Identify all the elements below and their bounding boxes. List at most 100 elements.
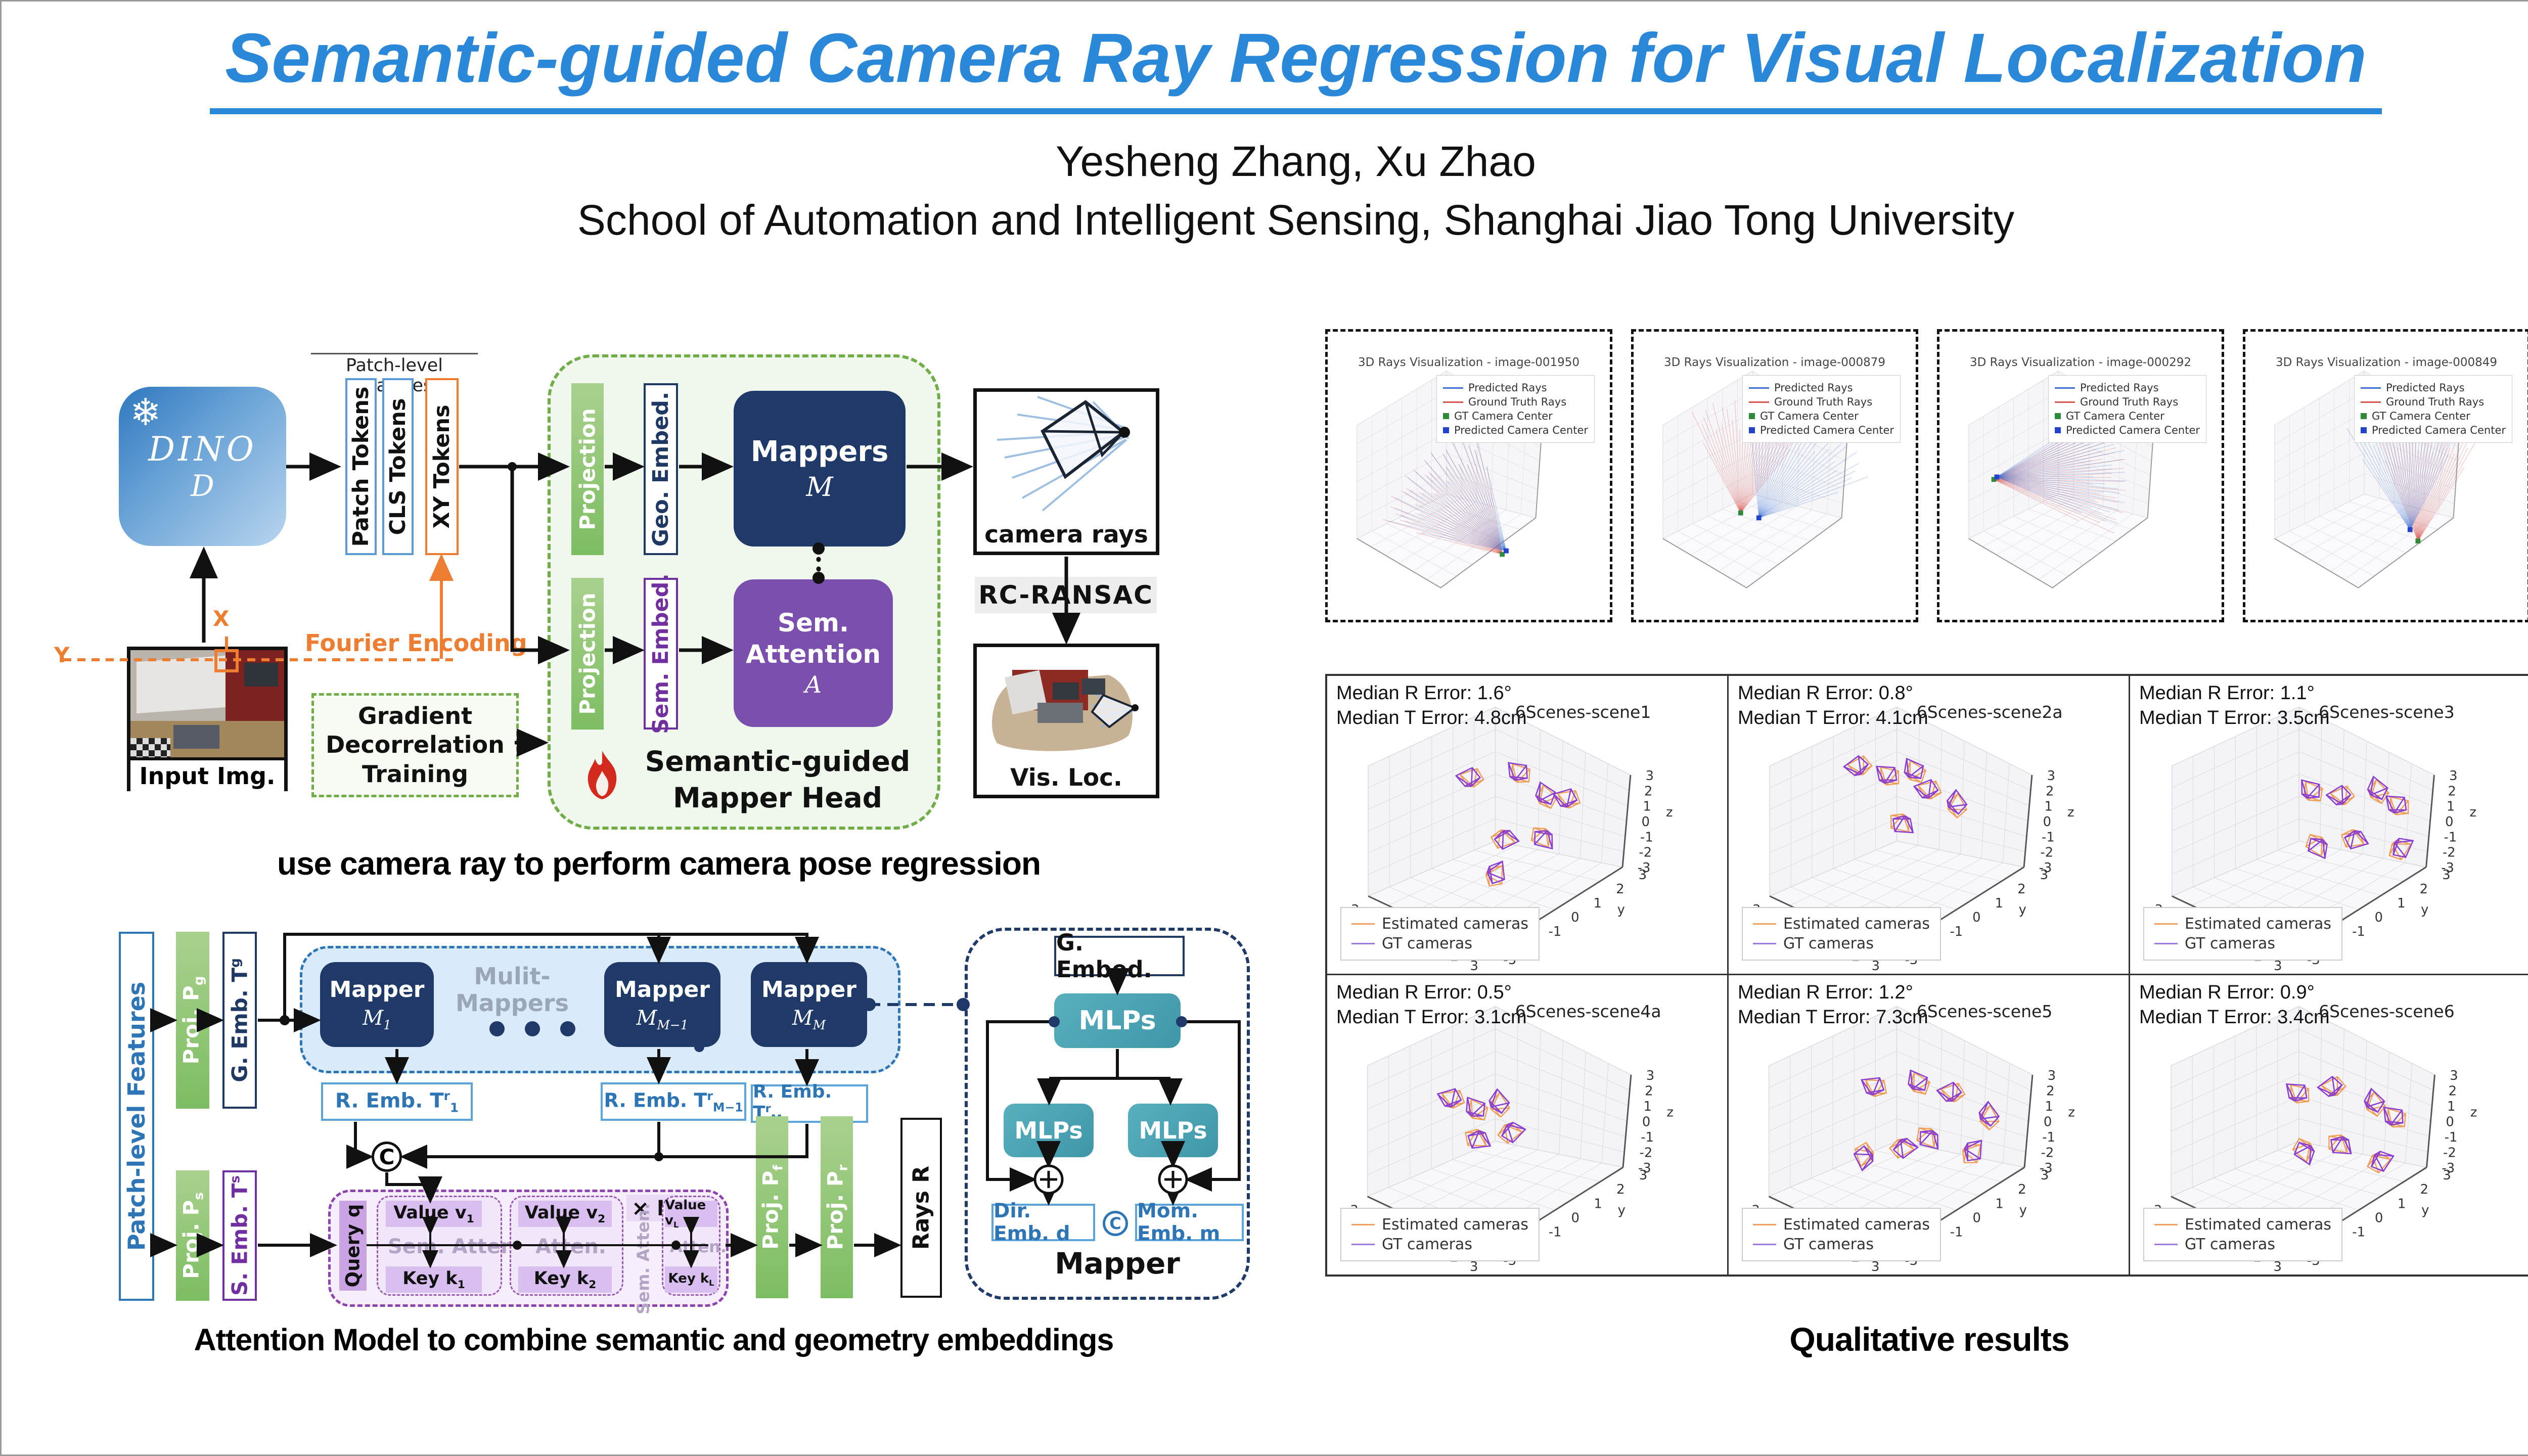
svg-text:1: 1 xyxy=(1995,1196,2003,1211)
mlps-right-block: MLPs xyxy=(1128,1104,1218,1157)
svg-text:3: 3 xyxy=(1639,868,1647,883)
svg-text:1: 1 xyxy=(1643,799,1651,814)
svg-text:0: 0 xyxy=(1571,910,1579,925)
input-photo xyxy=(130,650,284,757)
svg-text:-2: -2 xyxy=(2040,845,2053,860)
sem-embed-box: Sem. Embed. xyxy=(644,573,678,734)
xy-tokens-box: XY Tokens xyxy=(425,378,459,555)
svg-text:1: 1 xyxy=(2045,1099,2053,1114)
proj-pg-bar: Proj. Pg xyxy=(176,932,209,1109)
mom-emb-box: Mom. Emb. m xyxy=(1135,1200,1244,1245)
input-image-box: Input Img. xyxy=(127,647,288,792)
ray-plot-legend: Predicted Rays Ground Truth Rays GT Came… xyxy=(2048,375,2206,443)
r-emb-m-1-box: R. Emb. TrM−1 xyxy=(601,1082,746,1121)
y-axis-annotation: Y xyxy=(54,643,70,667)
mapper-detail-label: Mapper xyxy=(1055,1246,1180,1281)
svg-text:1: 1 xyxy=(2397,896,2405,911)
svg-text:-1: -1 xyxy=(1950,924,1963,939)
svg-text:-1: -1 xyxy=(2042,1130,2055,1145)
ray-plot-title: 3D Rays Visualization - image-000292 xyxy=(1969,356,2192,369)
svg-text:2: 2 xyxy=(2420,882,2428,897)
concat-detail-node: C xyxy=(1103,1211,1128,1236)
g-embed-detail-box: G. Embed. xyxy=(1054,929,1185,983)
svg-text:y: y xyxy=(1618,1203,1626,1218)
svg-text:3: 3 xyxy=(1639,1168,1647,1183)
vis-loc-scene-image xyxy=(992,670,1139,751)
svg-text:3: 3 xyxy=(2450,1068,2458,1083)
mapper-m-1-block: Mapper MM−1 xyxy=(604,962,720,1047)
value-2-box: Value v2 xyxy=(518,1201,612,1227)
ray-plot-legend: Predicted Rays Ground Truth Rays GT Came… xyxy=(2354,375,2512,443)
svg-text:1: 1 xyxy=(1594,896,1602,911)
dino-label: DINO xyxy=(148,430,257,469)
svg-text:0: 0 xyxy=(2043,814,2051,830)
concat-node: C xyxy=(372,1142,402,1172)
ray-plot-title: 3D Rays Visualization - image-000849 xyxy=(2275,356,2498,369)
svg-text:2: 2 xyxy=(2420,1182,2428,1197)
svg-text:3: 3 xyxy=(2274,959,2282,974)
qualitative-caption: Qualitative results xyxy=(1789,1321,2069,1358)
proj-pf-bar: Proj. Pf xyxy=(756,1116,788,1298)
atten-ghost-3: Atten. xyxy=(670,1237,727,1256)
svg-text:2: 2 xyxy=(1645,1083,1653,1099)
svg-text:-2: -2 xyxy=(1639,845,1652,860)
ray-visualization-panel-2: 3D Rays Visualization - image-000879 Pre… xyxy=(1631,329,1918,622)
svg-text:y: y xyxy=(2421,1203,2429,1218)
ray-plot-title: 3D Rays Visualization - image-001950 xyxy=(1358,356,1580,369)
svg-text:y: y xyxy=(1617,902,1625,918)
sem-attention-block: Sem. Attention A xyxy=(734,579,893,727)
svg-text:-1: -1 xyxy=(1641,1130,1654,1145)
svg-text:-2: -2 xyxy=(1640,1146,1653,1161)
geo-embed-box: Geo. Embed. xyxy=(644,383,678,555)
mlps-top-block: MLPs xyxy=(1054,993,1181,1048)
svg-text:z: z xyxy=(1666,1105,1674,1120)
svg-text:-2: -2 xyxy=(2443,1146,2456,1161)
mlps-left-block: MLPs xyxy=(1004,1104,1094,1157)
dir-emb-box: Dir. Emb. d xyxy=(991,1200,1095,1245)
svg-text:-1: -1 xyxy=(1950,1225,1963,1240)
svg-text:3: 3 xyxy=(1470,959,1478,974)
svg-text:-3: -3 xyxy=(1638,1161,1651,1176)
svg-text:1: 1 xyxy=(2398,1196,2406,1211)
svg-text:-1: -1 xyxy=(2445,1130,2458,1145)
svg-text:2: 2 xyxy=(2046,784,2054,799)
key-2-box: Key k2 xyxy=(518,1266,612,1293)
svg-text:-1: -1 xyxy=(2042,830,2055,845)
camera-rays-box: camera rays xyxy=(973,388,1159,555)
svg-text:2: 2 xyxy=(1616,882,1624,897)
mapper-1-block: Mapper M1 xyxy=(320,962,434,1047)
svg-text:-1: -1 xyxy=(2352,1225,2365,1240)
sem-atten-vertical-label: Sem. Atten. xyxy=(633,1203,653,1315)
svg-text:2: 2 xyxy=(2449,1083,2457,1099)
ray-visualization-panel-1: 3D Rays Visualization - image-001950 Pre… xyxy=(1325,329,1612,622)
cls-tokens-box: CLS Tokens xyxy=(382,378,414,555)
scene-legend: Estimated cameras GT cameras xyxy=(2143,1208,2342,1261)
g-emb-box: G. Emb. Tg xyxy=(222,932,257,1109)
svg-text:2: 2 xyxy=(2017,882,2025,897)
patch-tokens-box: Patch Tokens xyxy=(345,378,377,555)
svg-text:3: 3 xyxy=(2047,768,2055,784)
ray-plot-legend: Predicted Rays Ground Truth Rays GT Came… xyxy=(1742,375,1901,443)
svg-text:-2: -2 xyxy=(2443,845,2456,860)
scene-legend: Estimated cameras GT cameras xyxy=(2143,907,2342,961)
svg-text:0: 0 xyxy=(1973,1211,1981,1226)
proj-ps-bar: Proj. Ps xyxy=(176,1170,209,1301)
scene-legend: Estimated cameras GT cameras xyxy=(1742,1208,1941,1261)
svg-text:-2: -2 xyxy=(2041,1146,2054,1161)
mappers-block: Mappers M xyxy=(734,391,906,547)
svg-text:0: 0 xyxy=(2446,1114,2454,1129)
svg-text:3: 3 xyxy=(1646,768,1654,784)
multi-mappers-label: Mulit- Mappers xyxy=(456,963,569,1017)
scene-legend: Estimated cameras GT cameras xyxy=(1340,1208,1540,1261)
svg-text:-1: -1 xyxy=(1549,924,1562,939)
fire-icon xyxy=(588,751,617,799)
svg-text:2: 2 xyxy=(2448,784,2456,799)
svg-text:-3: -3 xyxy=(2442,1161,2455,1176)
svg-text:z: z xyxy=(2470,1105,2477,1120)
